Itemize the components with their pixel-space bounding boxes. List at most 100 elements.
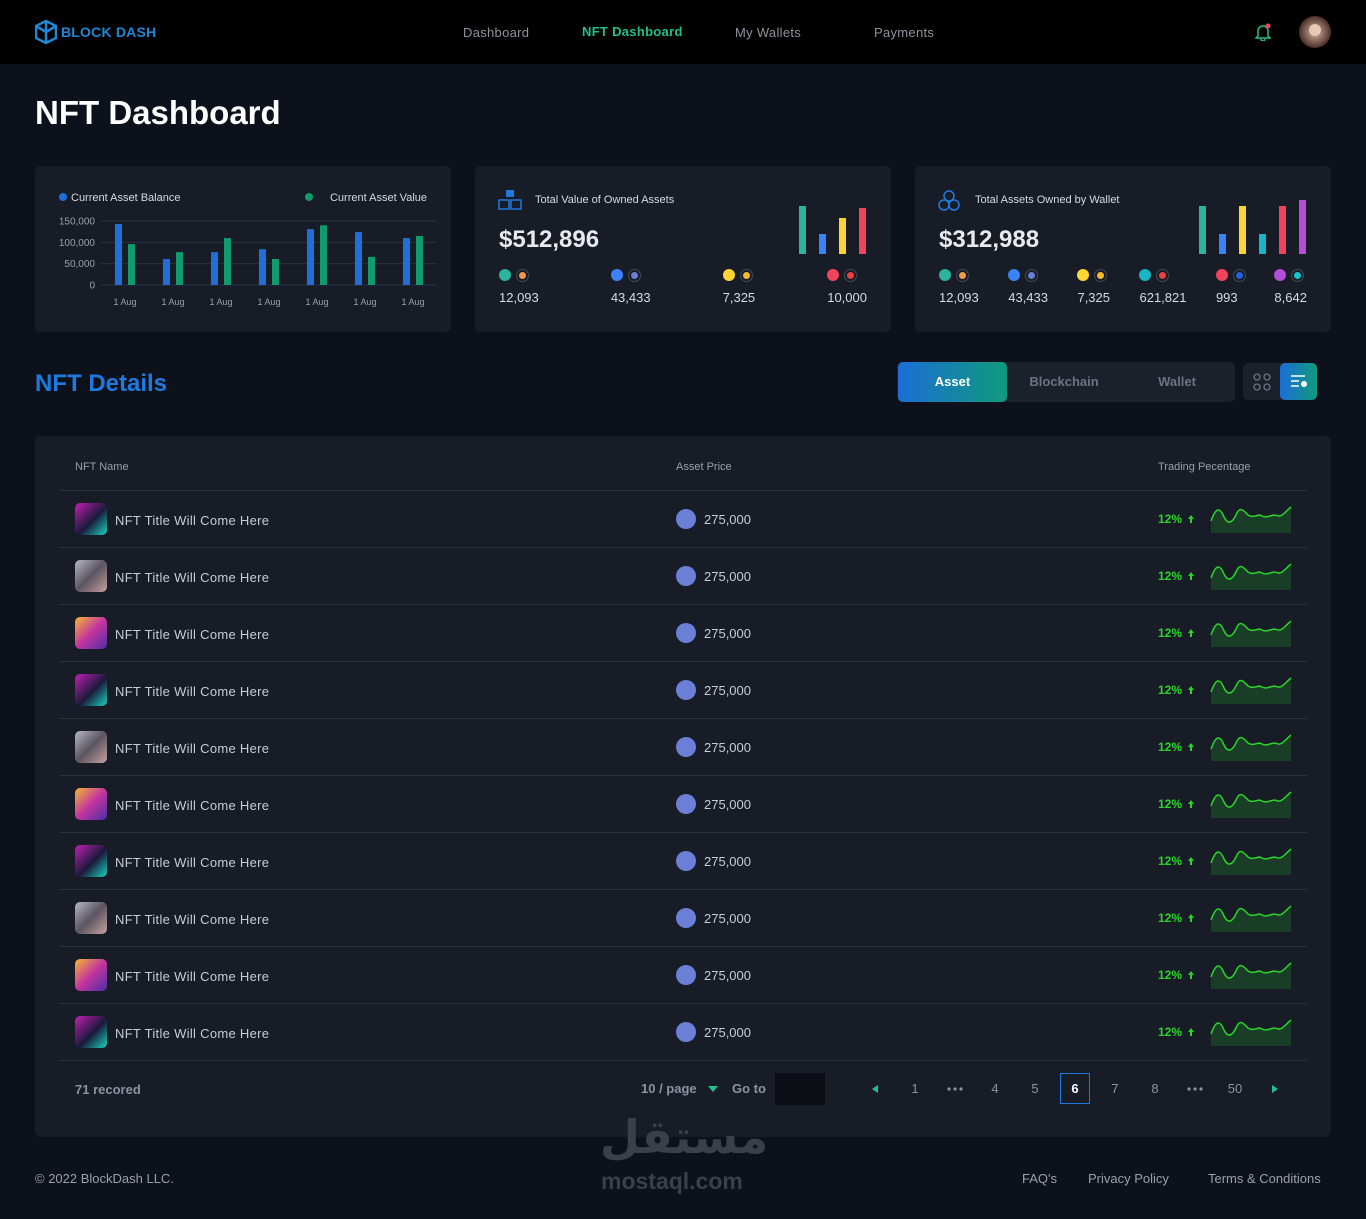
nft-name: NFT Title Will Come Here <box>115 741 270 756</box>
nav-link[interactable]: My Wallets <box>735 25 802 40</box>
table-row[interactable]: NFT Title Will Come Here 275,000 12% <box>59 889 1307 946</box>
brand[interactable]: BLOCK DASH <box>61 24 157 40</box>
coin-dot <box>1215 269 1228 281</box>
eth-icon <box>676 509 696 529</box>
sparkline <box>1210 962 1292 989</box>
asset-price: 275,000 <box>704 797 751 812</box>
watermark: mostaql.com <box>601 1168 743 1194</box>
sparkline <box>1210 620 1292 647</box>
coin-dot <box>499 269 511 281</box>
prev-page[interactable] <box>871 1084 879 1094</box>
table-row[interactable]: NFT Title Will Come Here 275,000 12% <box>59 1003 1307 1060</box>
trading-pct: 12% <box>1158 569 1183 583</box>
arrow <box>1188 572 1194 580</box>
list-view[interactable] <box>1280 363 1317 400</box>
coin-icon <box>1157 269 1169 281</box>
spark-line <box>1210 620 1292 637</box>
coin-icons <box>722 268 756 282</box>
table-row[interactable]: NFT Title Will Come Here 275,000 12% <box>59 661 1307 718</box>
goto-input[interactable] <box>775 1073 825 1105</box>
coin-icons <box>610 268 651 282</box>
next-page[interactable] <box>1271 1084 1279 1094</box>
asset-price: 275,000 <box>704 854 751 869</box>
legend-label: Current Asset Balance <box>71 192 180 204</box>
trading-pct: 12% <box>1158 968 1183 982</box>
grid-view[interactable] <box>1253 373 1271 391</box>
bar <box>368 256 375 285</box>
dot <box>1193 1087 1197 1091</box>
table-row[interactable]: NFT Title Will Come Here 275,000 12% <box>59 718 1307 775</box>
coin-icons <box>1215 268 1245 282</box>
nft-name: NFT Title Will Come Here <box>115 798 270 813</box>
up-arrow <box>1188 743 1194 751</box>
tab[interactable]: Asset <box>898 362 1007 402</box>
footer-link[interactable]: Privacy Policy <box>1088 1171 1169 1186</box>
table: NFT Name Asset Price Trading Pecentage NFT … <box>35 436 1331 1137</box>
nft-thumb <box>75 503 107 535</box>
page-number[interactable]: 1 <box>911 1081 919 1096</box>
value-card: Total Value of Owned Assets $512,896 12,09… <box>475 166 891 332</box>
footer-link[interactable]: Terms & Conditions <box>1208 1171 1321 1186</box>
coin-icon <box>1292 269 1304 281</box>
nav-link[interactable]: Dashboard <box>463 25 530 40</box>
nft-name: NFT Title Will Come Here <box>115 912 270 927</box>
coin-icons <box>1139 268 1186 282</box>
page-number[interactable]: 7 <box>1111 1081 1119 1096</box>
trading-pct: 12% <box>1158 911 1183 925</box>
table-row[interactable]: NFT Title Will Come Here 275,000 12% <box>59 547 1307 604</box>
bar <box>355 232 362 285</box>
tab[interactable]: Blockchain <box>1029 374 1099 389</box>
arrow <box>1188 743 1194 751</box>
caret <box>708 1086 718 1092</box>
table-row[interactable]: NFT Title Will Come Here 275,000 12% <box>59 604 1307 661</box>
coin-dot <box>1008 269 1021 281</box>
coin: 7,325 <box>1077 268 1110 305</box>
coin-icons <box>827 268 867 282</box>
coin-value: 12,093 <box>499 290 539 305</box>
page-number[interactable]: 4 <box>991 1081 999 1096</box>
tab[interactable]: Wallet <box>1158 374 1196 389</box>
eth-icon <box>676 737 696 757</box>
header: BLOCK DASH Dashboard NFT Dashboard My Wall… <box>0 0 1366 64</box>
trading-pct: 12% <box>1158 854 1183 868</box>
sparkline <box>1210 734 1292 761</box>
arrow <box>1188 800 1194 808</box>
page-number[interactable]: 8 <box>1151 1081 1159 1096</box>
page-number[interactable]: 50 <box>1227 1081 1243 1096</box>
asset-price: 275,000 <box>704 683 751 698</box>
chart-card: 0 50,000 100,000 150,000 Current Asset Balan… <box>35 166 451 332</box>
copyright: © 2022 BlockDash LLC. <box>35 1171 174 1186</box>
nft-thumb <box>75 560 107 592</box>
table-row[interactable]: NFT Title Will Come Here 275,000 12% <box>59 490 1307 547</box>
bell-icon[interactable] <box>1255 23 1271 41</box>
trading-pct: 12% <box>1158 1025 1183 1039</box>
spark-fill <box>1211 1020 1291 1046</box>
nft-thumb <box>75 845 107 877</box>
table-row[interactable]: NFT Title Will Come Here 275,000 12% <box>59 775 1307 832</box>
nft-name: NFT Title Will Come Here <box>115 1026 270 1041</box>
bar <box>211 252 218 285</box>
nav-link[interactable]: NFT Dashboard <box>582 24 683 39</box>
avatar[interactable] <box>1299 16 1331 48</box>
coin-icon <box>1233 269 1245 281</box>
asset-price: 275,000 <box>704 1025 751 1040</box>
arrow <box>1272 1085 1278 1093</box>
arrow <box>1188 914 1194 922</box>
coin-icon <box>1026 269 1038 281</box>
nav-link[interactable]: Payments <box>874 25 935 40</box>
ellipsis <box>1187 1087 1203 1091</box>
up-arrow <box>1188 914 1194 922</box>
table-row[interactable]: NFT Title Will Come Here 275,000 12% <box>59 946 1307 1003</box>
x-tick-label: 1 Aug <box>401 297 424 307</box>
asset-price: 275,000 <box>704 968 751 983</box>
coin-value: 43,433 <box>1008 290 1048 305</box>
coin-value: 12,093 <box>939 290 979 305</box>
page-size[interactable]: 10 / page <box>641 1081 697 1096</box>
asset-price: 275,000 <box>704 740 751 755</box>
coin: 7,325 <box>722 268 756 305</box>
footer-link[interactable]: FAQ's <box>1022 1171 1057 1186</box>
page-number[interactable]: 5 <box>1031 1081 1039 1096</box>
table-row[interactable]: NFT Title Will Come Here 275,000 12% <box>59 832 1307 889</box>
page-number[interactable]: 6 <box>1060 1073 1090 1104</box>
spark-line <box>1210 962 1292 979</box>
